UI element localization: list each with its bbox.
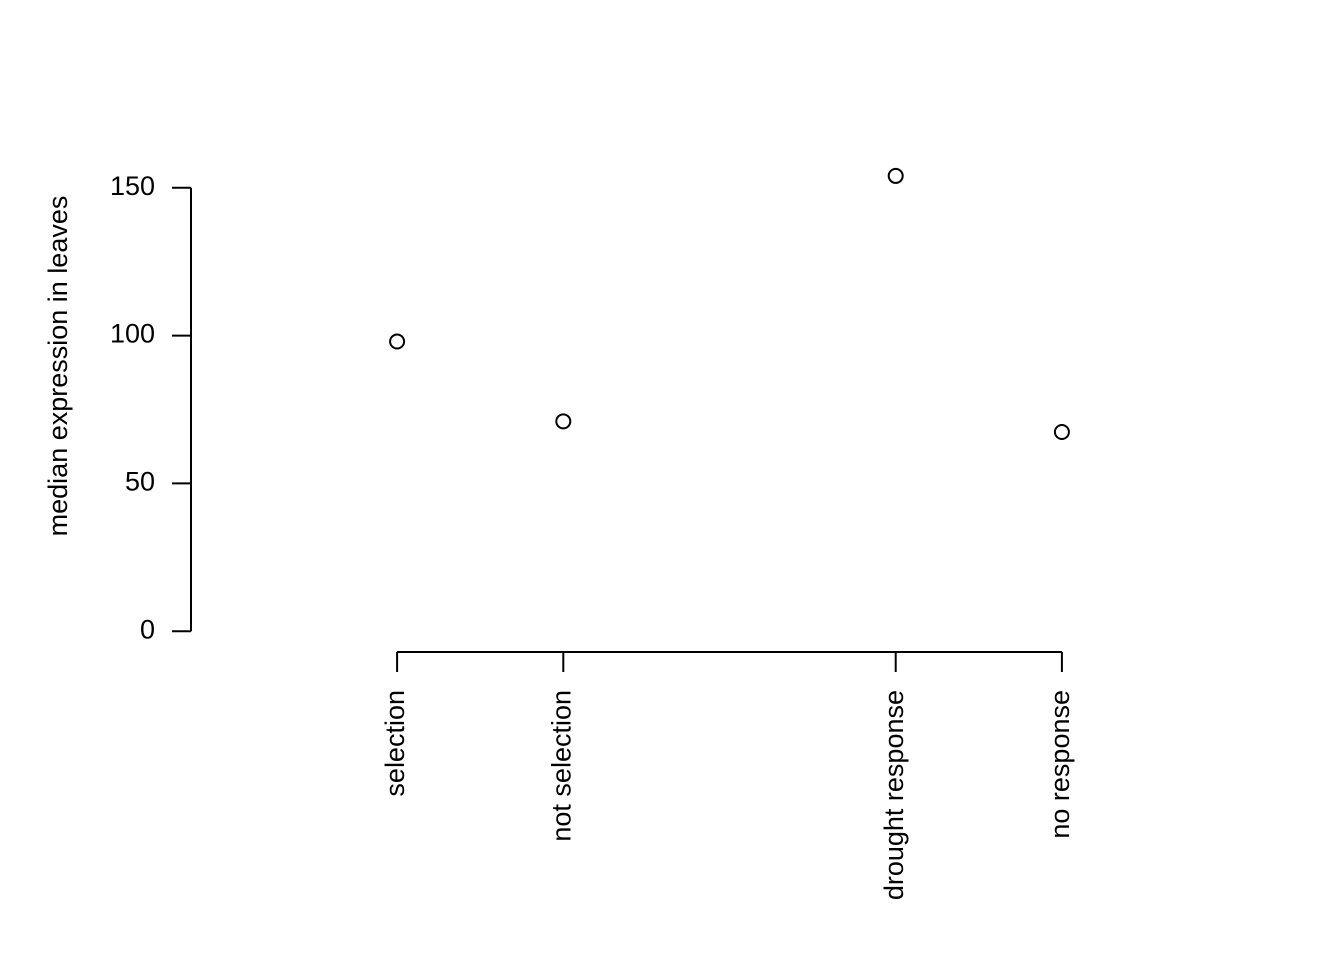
y-tick-label: 50 <box>125 467 155 497</box>
point <box>389 333 406 350</box>
y-tick-label: 150 <box>110 171 155 201</box>
x-tick-label: selection <box>380 690 410 797</box>
y-tick-label: 100 <box>110 319 155 349</box>
y-axis-title: median expression in leaves <box>43 196 73 537</box>
x-tick-label: no response <box>1045 690 1075 839</box>
point <box>1053 423 1070 440</box>
x-tick-label: not selection <box>546 690 576 842</box>
point <box>555 413 572 430</box>
point <box>887 167 904 184</box>
x-tick-label: drought response <box>879 690 909 900</box>
y-tick-label: 0 <box>140 614 155 644</box>
